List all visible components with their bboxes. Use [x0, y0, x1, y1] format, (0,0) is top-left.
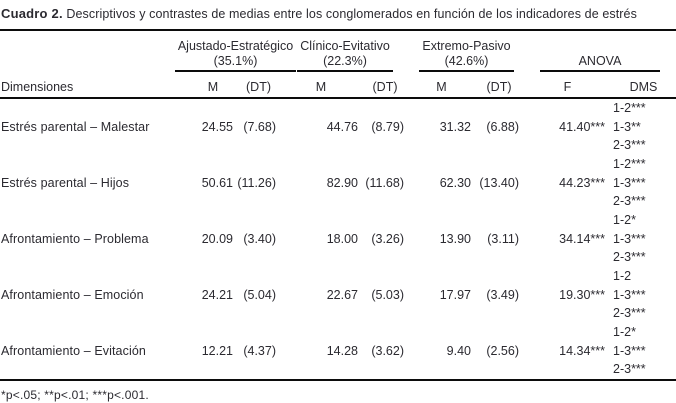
dimensions-column-header: Dimensiones	[1, 80, 74, 94]
dms-line: 1-2*	[613, 213, 636, 228]
table-title: Cuadro 2. Descriptivos y contrastes de m…	[0, 3, 676, 29]
f-value: 34.14***	[559, 232, 605, 246]
mean-cluster-3: 9.40	[446, 344, 471, 358]
dms-line: 1-3***	[613, 231, 646, 246]
sd-cluster-1: (5.04)	[243, 288, 276, 302]
dms-line: 2-3***	[613, 194, 646, 209]
dms-line: 1-3***	[613, 175, 646, 190]
table-row: Afrontamiento – Emoción 24.21 (5.04) 22.…	[0, 267, 676, 323]
dt-column-header-1: (DT)	[246, 80, 271, 94]
dms-line: 2-3***	[613, 138, 646, 153]
table-body: Estrés parental – Malestar 24.55 (7.68) …	[0, 99, 676, 381]
dms-line: 1-3***	[613, 287, 646, 302]
sd-cluster-2: (8.79)	[371, 120, 404, 134]
mean-cluster-1: 24.21	[201, 288, 233, 302]
top-rule	[0, 29, 676, 31]
sd-cluster-2: (5.03)	[371, 288, 404, 302]
mean-cluster-3: 62.30	[439, 176, 471, 190]
group-header-row: Ajustado-Estratégico (35.1%) Clínico-Evi…	[0, 31, 676, 72]
group-percent: (42.6%)	[444, 54, 489, 68]
mean-cluster-1: 24.55	[201, 120, 233, 134]
dt-column-header-3: (DT)	[486, 80, 512, 94]
table-row: Afrontamiento – Evitación 12.21 (4.37) 1…	[0, 323, 676, 379]
dms-line: 2-3***	[613, 306, 646, 321]
dt-column-header-2: (DT)	[372, 80, 398, 94]
row-label: Estrés parental – Malestar	[1, 120, 150, 134]
group-header-cluster-2: Clínico-Evitativo (22.3%)	[281, 39, 409, 72]
f-value: 41.40***	[559, 120, 605, 134]
f-value: 14.34***	[559, 344, 605, 358]
table-row: Estrés parental – Hijos 50.61 (11.26) 82…	[0, 155, 676, 211]
dms-contrasts: 1-2* 1-3*** 2-3***	[611, 211, 676, 267]
dms-line: 1-2***	[613, 101, 646, 116]
table-header: Ajustado-Estratégico (35.1%) Clínico-Evi…	[0, 31, 676, 99]
mean-cluster-3: 17.97	[439, 288, 471, 302]
row-label: Afrontamiento – Emoción	[1, 288, 144, 302]
dms-contrasts: 1-2*** 1-3*** 2-3***	[611, 155, 676, 211]
group-head-extremo-pasivo: Extremo-Pasivo (42.6%)	[419, 39, 514, 72]
sd-cluster-1: (11.26)	[237, 176, 276, 190]
mean-cluster-1: 20.09	[201, 232, 233, 246]
mean-cluster-2: 22.67	[326, 288, 358, 302]
table-row: Afrontamiento – Problema 20.09 (3.40) 18…	[0, 211, 676, 267]
group-head-clinico-evitativo: Clínico-Evitativo (22.3%)	[297, 39, 393, 72]
table-number: Cuadro 2.	[1, 6, 63, 21]
m-column-header-3: M	[436, 80, 447, 94]
table-row: Estrés parental – Malestar 24.55 (7.68) …	[0, 99, 676, 155]
dms-column-header: DMS	[629, 80, 658, 94]
mean-cluster-2: 44.76	[326, 120, 358, 134]
sd-cluster-3: (3.49)	[486, 288, 519, 302]
group-head-ajustado-estrategico: Ajustado-Estratégico (35.1%)	[174, 39, 297, 72]
group-name: Extremo-Pasivo	[422, 39, 511, 53]
mean-cluster-3: 31.32	[439, 120, 471, 134]
dms-contrasts: 1-2*** 1-3** 2-3***	[611, 99, 676, 155]
column-header-row: Dimensiones M (DT) M (DT) M (DT) F DMS	[0, 72, 676, 97]
sd-cluster-3: (13.40)	[479, 176, 519, 190]
group-header-anova: ANOVA	[524, 54, 676, 72]
dms-line: 1-3**	[613, 119, 641, 134]
f-value: 19.30***	[559, 288, 605, 302]
dms-line: 1-2	[613, 269, 632, 284]
group-name: Ajustado-Estratégico	[177, 39, 294, 53]
row-label: Afrontamiento – Evitación	[1, 344, 146, 358]
sd-cluster-2: (11.68)	[365, 176, 404, 190]
f-value: 44.23***	[559, 176, 605, 190]
sd-cluster-3: (6.88)	[486, 120, 519, 134]
sd-cluster-3: (2.56)	[486, 344, 519, 358]
sd-cluster-1: (3.40)	[243, 232, 276, 246]
row-label: Estrés parental – Hijos	[1, 176, 130, 190]
sd-cluster-1: (4.37)	[243, 344, 276, 358]
mean-cluster-3: 13.90	[439, 232, 471, 246]
mean-cluster-2: 14.28	[326, 344, 358, 358]
group-head-anova: ANOVA	[540, 54, 660, 72]
table-caption: Descriptivos y contrastes de medias entr…	[66, 7, 637, 21]
f-column-header: F	[563, 80, 572, 94]
mean-cluster-1: 50.61	[201, 176, 233, 190]
sd-cluster-2: (3.26)	[371, 232, 404, 246]
group-percent: (22.3%)	[323, 54, 367, 68]
mean-cluster-2: 18.00	[326, 232, 358, 246]
dms-contrasts: 1-2 1-3*** 2-3***	[611, 267, 676, 323]
mean-cluster-1: 12.21	[201, 344, 233, 358]
sd-cluster-1: (7.68)	[243, 120, 276, 134]
dms-line: 2-3***	[613, 362, 646, 377]
mean-cluster-2: 82.90	[326, 176, 358, 190]
m-column-header-2: M	[315, 80, 327, 94]
significance-footnote: *p<.05; **p<.01; ***p<.001.	[1, 388, 149, 402]
dms-line: 2-3***	[613, 250, 646, 265]
m-column-header-1: M	[207, 80, 219, 94]
dms-contrasts: 1-2* 1-3*** 2-3***	[611, 323, 676, 379]
row-label: Afrontamiento – Problema	[1, 232, 149, 246]
dms-line: 1-3***	[613, 343, 646, 358]
group-name: Clínico-Evitativo	[300, 39, 390, 53]
group-percent: (35.1%)	[213, 54, 258, 68]
group-header-cluster-3: Extremo-Pasivo (42.6%)	[409, 39, 524, 72]
dms-line: 1-2*	[613, 325, 636, 340]
sd-cluster-2: (3.62)	[371, 344, 404, 358]
anova-label: ANOVA	[578, 54, 622, 68]
dms-line: 1-2***	[613, 157, 646, 172]
sd-cluster-3: (3.11)	[487, 232, 519, 246]
group-header-cluster-1: Ajustado-Estratégico (35.1%)	[174, 39, 297, 72]
